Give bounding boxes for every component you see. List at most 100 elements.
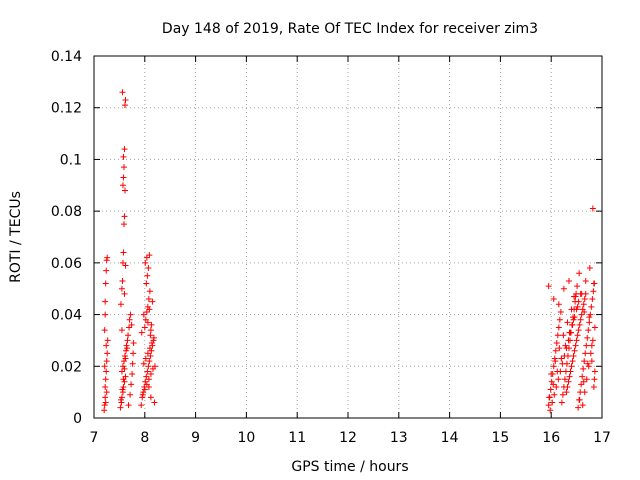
data-point [565, 378, 572, 385]
data-point [121, 187, 128, 194]
data-point [571, 293, 578, 300]
data-point [571, 347, 578, 354]
y-tick-labels: 0 0.02 0.04 0.06 0.08 0.1 0.12 0.14 [51, 49, 82, 427]
data-point [103, 389, 110, 396]
data-point [128, 381, 135, 388]
data-point [129, 371, 136, 378]
data-point [138, 402, 145, 409]
data-point [104, 350, 111, 357]
data-point [118, 368, 125, 375]
data-point [584, 334, 591, 341]
data-point [118, 327, 125, 334]
x-tick-label: 15 [491, 430, 509, 446]
data-point [121, 365, 128, 372]
data-point [143, 254, 150, 261]
data-point [117, 404, 124, 411]
data-point [570, 352, 577, 359]
data-point [117, 301, 124, 308]
y-tick-label: 0.08 [51, 204, 82, 220]
data-point [561, 352, 568, 359]
data-point [574, 303, 581, 310]
data-point [579, 373, 586, 380]
data-point [546, 394, 553, 401]
data-point [560, 285, 567, 292]
data-point [103, 358, 110, 365]
data-point [565, 277, 572, 284]
data-point [575, 298, 582, 305]
data-point [146, 306, 153, 313]
data-point [577, 316, 584, 323]
data-point [585, 327, 592, 334]
data-point [125, 402, 132, 409]
data-point [580, 378, 587, 385]
data-point [147, 371, 154, 378]
data-point [143, 308, 150, 315]
data-point [581, 358, 588, 365]
data-point [148, 321, 155, 328]
data-point [120, 383, 127, 390]
x-axis-label: GPS time / hours [291, 459, 408, 475]
data-point [144, 368, 151, 375]
data-point [551, 391, 558, 398]
data-point [150, 334, 157, 341]
data-point [140, 311, 147, 318]
data-point [146, 358, 153, 365]
data-point [563, 389, 570, 396]
data-point [580, 301, 587, 308]
data-point [142, 259, 149, 266]
data-point [145, 376, 152, 383]
data-point [118, 399, 125, 406]
data-point [118, 394, 125, 401]
data-point [145, 383, 152, 390]
data-point [550, 296, 557, 303]
data-point [588, 303, 595, 310]
data-point [574, 332, 581, 339]
data-point [555, 324, 562, 331]
data-point [583, 342, 590, 349]
data-point [103, 342, 110, 349]
data-point [574, 283, 581, 290]
data-point [586, 319, 593, 326]
data-point [119, 389, 126, 396]
data-point [119, 89, 126, 96]
data-point [576, 270, 583, 277]
data-point [578, 381, 585, 388]
data-point [103, 368, 110, 375]
data-point [578, 311, 585, 318]
x-tick-label: 12 [339, 430, 357, 446]
data-point [552, 347, 559, 354]
data-point [145, 363, 152, 370]
data-point [591, 368, 598, 375]
x-tick-label: 7 [90, 430, 99, 446]
data-point [123, 342, 130, 349]
data-point [589, 337, 596, 344]
data-point [569, 358, 576, 365]
data-point [124, 345, 131, 352]
data-point [104, 254, 111, 261]
data-point [566, 373, 573, 380]
data-point [122, 262, 129, 269]
data-point [151, 363, 158, 370]
data-point [563, 345, 570, 352]
data-point [147, 394, 154, 401]
data-point [587, 350, 594, 357]
data-point [127, 391, 134, 398]
data-point [128, 321, 135, 328]
data-point [550, 363, 557, 370]
data-point [120, 153, 127, 160]
data-point [120, 174, 127, 181]
data-point [580, 365, 587, 372]
data-point [101, 407, 108, 414]
axis-ticks [93, 55, 603, 419]
data-point [552, 358, 559, 365]
data-point [545, 283, 552, 290]
data-point [553, 383, 560, 390]
x-tick-label: 9 [191, 430, 200, 446]
data-point [553, 340, 560, 347]
data-point [588, 358, 595, 365]
data-point [573, 337, 580, 344]
data-point [125, 332, 132, 339]
x-tick-label: 10 [237, 430, 255, 446]
data-point [103, 267, 110, 274]
data-point [584, 360, 591, 367]
